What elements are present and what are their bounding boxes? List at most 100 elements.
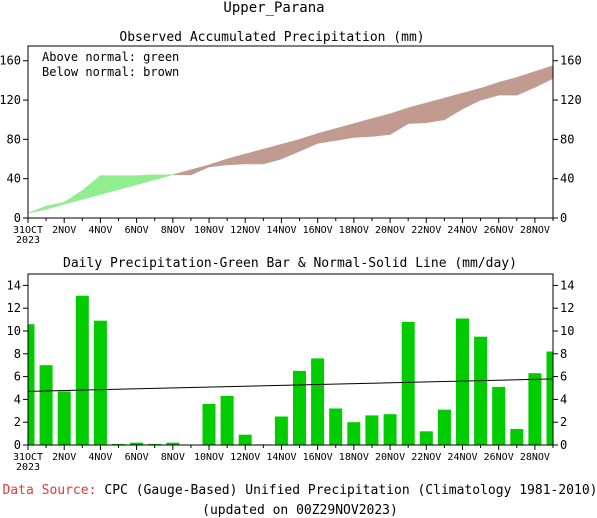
below-normal-area xyxy=(534,65,554,88)
legend-note-below: Below normal: brown xyxy=(42,65,179,79)
below-normal-area xyxy=(299,133,319,152)
below-normal-area xyxy=(353,118,373,138)
daily-bar xyxy=(401,321,415,445)
daily-bar xyxy=(456,318,469,445)
y-tick-label-right: 4 xyxy=(560,392,567,406)
x-year-label: 2023 xyxy=(16,235,40,246)
daily-bar xyxy=(75,295,89,445)
x-tick-label: 22NOV xyxy=(411,452,441,463)
above-normal-area xyxy=(118,175,137,190)
y-tick-label-left: 0 xyxy=(14,211,21,225)
daily-axes: 0 0 2 2 4 4 6 6 8 8 10 10 12 12 14 14 31OCT 2NOV 4NOV 6NOV 8… xyxy=(7,273,574,473)
footer-source-text: CPC (Gauge-Based) Unified Precipitation … xyxy=(104,483,597,498)
below-normal-area xyxy=(444,92,463,121)
below-normal-area xyxy=(190,164,210,176)
plot-frame xyxy=(27,273,554,446)
x-tick-label: 12NOV xyxy=(230,452,260,463)
y-tick-label-right: 8 xyxy=(560,347,567,361)
above-normal-area xyxy=(82,175,101,200)
daily-bar xyxy=(492,386,506,445)
daily-bar xyxy=(474,336,488,445)
below-normal-area xyxy=(317,128,337,144)
above-normal-area xyxy=(63,189,83,205)
daily-bar xyxy=(166,442,180,445)
y-tick-label-left: 40 xyxy=(7,172,21,186)
legend-note-above: Above normal: green xyxy=(42,50,179,64)
y-tick-label-right: 40 xyxy=(560,172,574,186)
daily-bar xyxy=(437,409,451,445)
daily-bar xyxy=(311,358,325,445)
below-normal-area xyxy=(498,77,518,96)
x-tick-label: 20NOV xyxy=(375,225,405,236)
x-tick-label: 31OCT xyxy=(13,225,43,236)
below-normal-area xyxy=(244,148,264,165)
x-tick-label: 4NOV xyxy=(88,452,112,463)
x-tick-label: 2NOV xyxy=(52,452,76,463)
y-tick-label-right: 120 xyxy=(560,93,582,107)
y-tick-label-right: 2 xyxy=(560,415,567,429)
x-tick-label: 6NOV xyxy=(125,452,149,463)
accumulated-title: Observed Accumulated Precipitation (mm) xyxy=(119,30,424,45)
below-normal-area xyxy=(480,81,500,101)
y-tick-label-right: 160 xyxy=(560,54,582,68)
daily-bar xyxy=(112,443,125,445)
x-tick-label: 18NOV xyxy=(339,452,369,463)
y-tick-label-left: 4 xyxy=(14,392,21,406)
below-normal-area xyxy=(335,123,355,141)
x-tick-label: 31OCT xyxy=(13,452,43,463)
x-tick-label: 2NOV xyxy=(52,225,76,236)
daily-bar xyxy=(274,416,288,445)
x-tick-label: 24NOV xyxy=(447,225,477,236)
y-tick-label-left: 120 xyxy=(0,93,21,107)
y-tick-label-left: 80 xyxy=(7,132,21,146)
daily-bar xyxy=(293,370,306,445)
x-tick-label: 12NOV xyxy=(230,225,260,236)
below-normal-area xyxy=(462,87,481,110)
daily-bar-layer xyxy=(27,295,554,445)
y-tick-label-left: 2 xyxy=(14,415,21,429)
below-normal-area xyxy=(407,102,427,124)
x-tick-label: 26NOV xyxy=(484,225,514,236)
x-year-label: 2023 xyxy=(16,462,40,473)
page-title: Upper_Parana xyxy=(223,0,324,16)
daily-bar xyxy=(528,373,542,445)
x-tick-label: 18NOV xyxy=(339,225,369,236)
x-tick-label: 16NOV xyxy=(303,452,333,463)
footer-source-label: Data Source: xyxy=(2,483,96,498)
below-normal-area xyxy=(226,153,246,166)
daily-bar xyxy=(57,391,71,445)
below-normal-area xyxy=(208,158,228,168)
daily-bar xyxy=(39,365,53,445)
y-tick-label-right: 6 xyxy=(560,370,567,384)
above-normal-area xyxy=(136,174,155,185)
y-tick-label-left: 14 xyxy=(7,278,21,292)
y-tick-label-right: 14 xyxy=(560,278,574,292)
below-normal-area xyxy=(425,97,445,124)
daily-bar xyxy=(365,415,379,445)
below-normal-area xyxy=(516,71,536,96)
accumulated-fill-layer xyxy=(27,65,554,214)
y-tick-label-left: 8 xyxy=(14,347,21,361)
daily-chart: Daily Precipitation-Green Bar & Normal-S… xyxy=(7,256,575,473)
x-tick-label: 26NOV xyxy=(484,452,514,463)
daily-bar xyxy=(130,442,144,445)
y-tick-label-left: 12 xyxy=(7,301,21,315)
y-tick-label-left: 160 xyxy=(0,54,21,68)
below-normal-area xyxy=(172,169,192,176)
daily-bar xyxy=(28,324,35,445)
x-tick-label: 6NOV xyxy=(125,225,149,236)
x-tick-label: 10NOV xyxy=(194,225,224,236)
accumulated-axes: 0 0 40 40 80 80 120 120 160 160 31OCT 2NOV 4NOV 6NOV 8… xyxy=(0,45,582,246)
daily-bar xyxy=(510,429,524,445)
below-normal-area xyxy=(371,113,391,137)
footer-source: Data Source: CPC (Gauge-Based) Unified Pr… xyxy=(2,483,597,498)
daily-bar xyxy=(419,431,433,445)
y-tick-label-left: 0 xyxy=(14,438,21,452)
above-normal-area xyxy=(45,201,65,210)
y-tick-label-left: 6 xyxy=(14,370,21,384)
y-tick-label-right: 80 xyxy=(560,132,574,146)
above-normal-area xyxy=(154,174,173,181)
accumulated-chart: Observed Accumulated Precipitation (mm) … xyxy=(0,30,582,246)
x-tick-label: 28NOV xyxy=(520,225,550,236)
